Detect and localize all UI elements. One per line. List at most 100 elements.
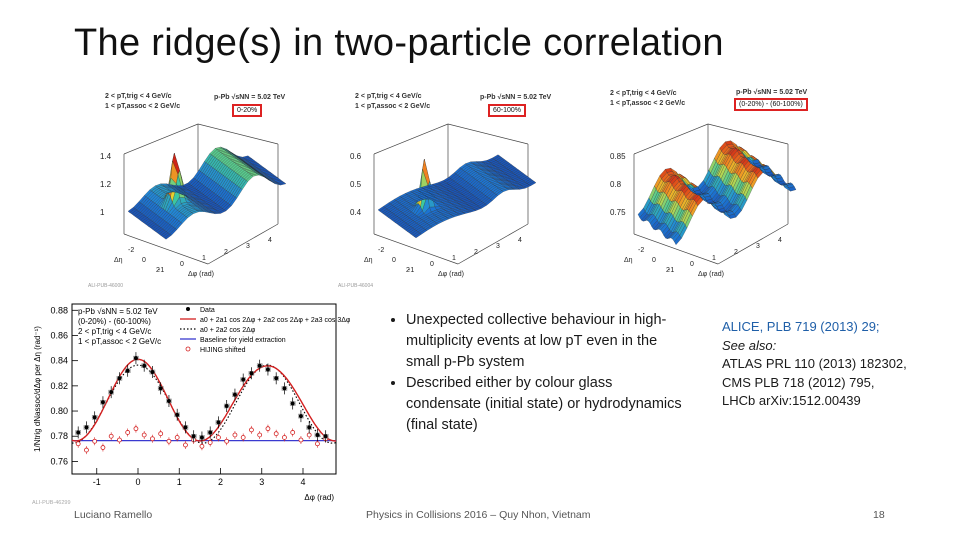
data-point xyxy=(257,363,262,368)
y-tick-label: 0.78 xyxy=(50,431,68,441)
hijing-point xyxy=(84,447,89,453)
hijing-point xyxy=(133,426,139,432)
bullet-list: Unexpected collective behaviour in high-… xyxy=(380,310,690,436)
hijing-point xyxy=(232,432,238,438)
data-point xyxy=(133,356,138,361)
z-tick-label: 1.4 xyxy=(100,152,112,161)
phi-tick-label: -1 xyxy=(668,267,674,274)
hijing-point xyxy=(265,426,271,432)
surface-1-assoc-label: 1 < pT,assoc < 2 GeV/c xyxy=(105,103,181,110)
hijing-point xyxy=(92,438,98,444)
phi-tick-label: 1 xyxy=(452,255,456,262)
data-point xyxy=(92,415,97,420)
surface-plot-graphic: 0.6 0.5 0.4 Δφ (rad) Δη -1 0 1 2 3 4 -2 0 2 xyxy=(350,123,537,278)
surface-2-system-label: p-Pb √sNN = 5.02 TeV xyxy=(480,94,552,101)
y-tick-label: 0.86 xyxy=(50,330,68,340)
x-axis-label: Δφ (rad) xyxy=(188,271,214,278)
surface-2-centrality-badge: 60-100% xyxy=(488,104,527,117)
x-tick-label: 2 xyxy=(218,477,223,487)
y-tick-label: 0.82 xyxy=(50,381,68,391)
z-tick-label: 1 xyxy=(100,208,105,217)
phi-tick-label: 1 xyxy=(202,255,206,262)
data-point xyxy=(224,404,229,408)
surface-plot-subtracted: 0.85 0.8 0.75 Δφ (rad) Δη -1 0 1 2 3 4 -2 0 2 xyxy=(598,84,808,294)
eta-tick-label: 0 xyxy=(142,257,146,264)
eta-tick-label: -2 xyxy=(638,247,644,254)
data-point xyxy=(109,390,114,395)
data-point xyxy=(265,367,270,372)
legend-label: Baseline for yield extraction xyxy=(200,337,286,344)
surface-3-trig-label: 2 < pT,trig < 4 GeV/c xyxy=(610,90,677,97)
data-point xyxy=(175,412,180,417)
hijing-point xyxy=(100,445,106,450)
y-axis-label: 1/Ntrig dNassoc/dΔφ per Δη (rad⁻¹) xyxy=(33,326,42,452)
surface-frame xyxy=(123,123,279,265)
footer-conference: Physics in Collisions 2016 – Quy Nhon, V… xyxy=(366,509,591,521)
legend-label: a0 + 2a1 cos 2Δφ + 2a2 cos 2Δφ + 2a3 cos… xyxy=(200,317,350,324)
surface-cell xyxy=(492,154,500,160)
hijing-point xyxy=(166,438,172,444)
hijing-point xyxy=(174,435,180,440)
hijing-point xyxy=(282,435,287,440)
x-tick-label: -1 xyxy=(93,477,101,487)
frame-edge xyxy=(373,123,449,155)
surface-cell xyxy=(242,155,250,159)
footer-author: Luciano Ramello xyxy=(74,509,153,521)
data-point xyxy=(282,386,287,391)
frame-edge xyxy=(633,123,709,155)
frame-edge xyxy=(197,123,279,145)
hijing-point xyxy=(199,443,205,449)
reference-cms: CMS PLB 718 (2012) 795, xyxy=(722,374,875,390)
surface-1-system-label: p-Pb √sNN = 5.02 TeV xyxy=(214,94,286,101)
phi-tick-label: 3 xyxy=(246,243,250,250)
x-tick-label: 0 xyxy=(135,477,140,487)
x-tick-label: 1 xyxy=(177,477,182,487)
data-point xyxy=(158,386,163,391)
page-number: 18 xyxy=(873,509,885,521)
phi-tick-label: 3 xyxy=(496,243,500,250)
phi-tick-label: 0 xyxy=(180,261,184,268)
x-axis-label: Δφ (rad) xyxy=(304,493,334,502)
eta-axis-label: Δη xyxy=(114,257,123,264)
x-tick-label: 3 xyxy=(259,477,264,487)
x-tick-label: 4 xyxy=(300,477,305,487)
hijing-point xyxy=(306,432,312,438)
surface-frame xyxy=(633,123,789,265)
phi-tick-label: -1 xyxy=(158,267,164,274)
hijing-point xyxy=(315,441,320,447)
hijing-point xyxy=(249,427,254,433)
surface-cell xyxy=(752,159,760,165)
frame-edge xyxy=(717,223,789,265)
frame-edge xyxy=(707,123,789,145)
frame-edge xyxy=(207,223,279,265)
z-tick-label: 0.85 xyxy=(610,152,626,161)
data-point xyxy=(323,434,328,439)
hijing-point xyxy=(150,436,155,442)
hijing-point xyxy=(257,432,263,438)
legend-label: a0 + 2a2 cos 2Δφ xyxy=(200,327,256,334)
chart-svg: 0.88 0.86 0.84 0.82 0.80 0.78 0.76 -1 0 1 2 3 4 Δφ (r… xyxy=(32,303,351,506)
phi-tick-label: 4 xyxy=(518,237,522,244)
data-point xyxy=(315,432,320,437)
surface-1-centrality-badge: 0-20% xyxy=(232,104,263,117)
fit-full-curve xyxy=(71,358,336,442)
data-point xyxy=(191,434,196,439)
hijing-point xyxy=(158,431,164,437)
data-point xyxy=(199,435,204,440)
eta-tick-label: -2 xyxy=(128,247,134,254)
legend-marker xyxy=(185,346,191,352)
phi-tick-label: 3 xyxy=(756,243,760,250)
eta-tick-label: 2 xyxy=(666,267,670,274)
data-point xyxy=(249,371,254,376)
legend-label: Data xyxy=(200,307,215,314)
bullet-2-text: Described either by colour glass condens… xyxy=(406,375,682,433)
data-point xyxy=(290,401,295,406)
data-point xyxy=(100,400,105,405)
eta-tick-label: 2 xyxy=(406,267,410,274)
reference-alice[interactable]: ALICE, PLB 719 (2013) 29; xyxy=(722,319,880,334)
hijing-point xyxy=(75,441,81,447)
data-point xyxy=(76,430,81,435)
legend-label: HIJING shifted xyxy=(200,347,246,354)
bullet-1-text: Unexpected collective behaviour in high-… xyxy=(406,312,667,370)
eta-tick-label: -2 xyxy=(378,247,384,254)
